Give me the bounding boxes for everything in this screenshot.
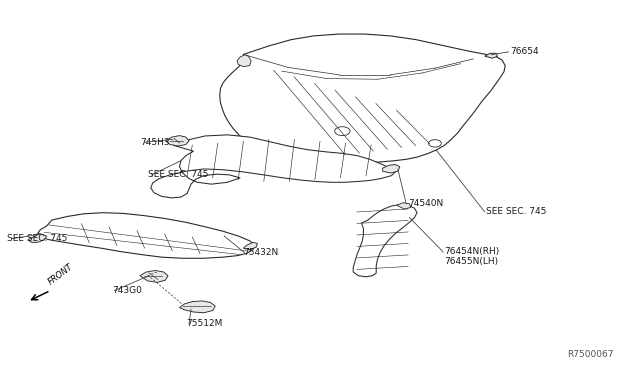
Text: R7500067: R7500067 (567, 350, 614, 359)
Polygon shape (220, 34, 505, 163)
Text: 743G0: 743G0 (113, 286, 142, 295)
Text: 76654: 76654 (510, 47, 539, 56)
Text: 75432N: 75432N (243, 248, 278, 257)
Text: SEE SEC. 745: SEE SEC. 745 (7, 234, 67, 243)
Text: 745H3: 745H3 (140, 138, 170, 147)
Polygon shape (140, 270, 168, 282)
Text: SEE SEC. 745: SEE SEC. 745 (486, 208, 547, 217)
Polygon shape (179, 301, 215, 313)
Text: FRONT: FRONT (47, 262, 75, 287)
Text: 76455N(LH): 76455N(LH) (445, 257, 499, 266)
Polygon shape (397, 203, 411, 209)
Text: 75512M: 75512M (186, 320, 222, 328)
Polygon shape (353, 205, 417, 277)
Polygon shape (237, 55, 251, 67)
Polygon shape (243, 242, 257, 250)
Text: 74540N: 74540N (408, 199, 444, 208)
Text: 76454N(RH): 76454N(RH) (445, 247, 500, 256)
Polygon shape (28, 234, 47, 242)
Polygon shape (38, 213, 255, 258)
Polygon shape (166, 136, 189, 146)
Text: SEE SEC. 745: SEE SEC. 745 (148, 170, 208, 179)
Polygon shape (383, 164, 400, 173)
Polygon shape (151, 135, 396, 198)
Polygon shape (484, 53, 497, 58)
